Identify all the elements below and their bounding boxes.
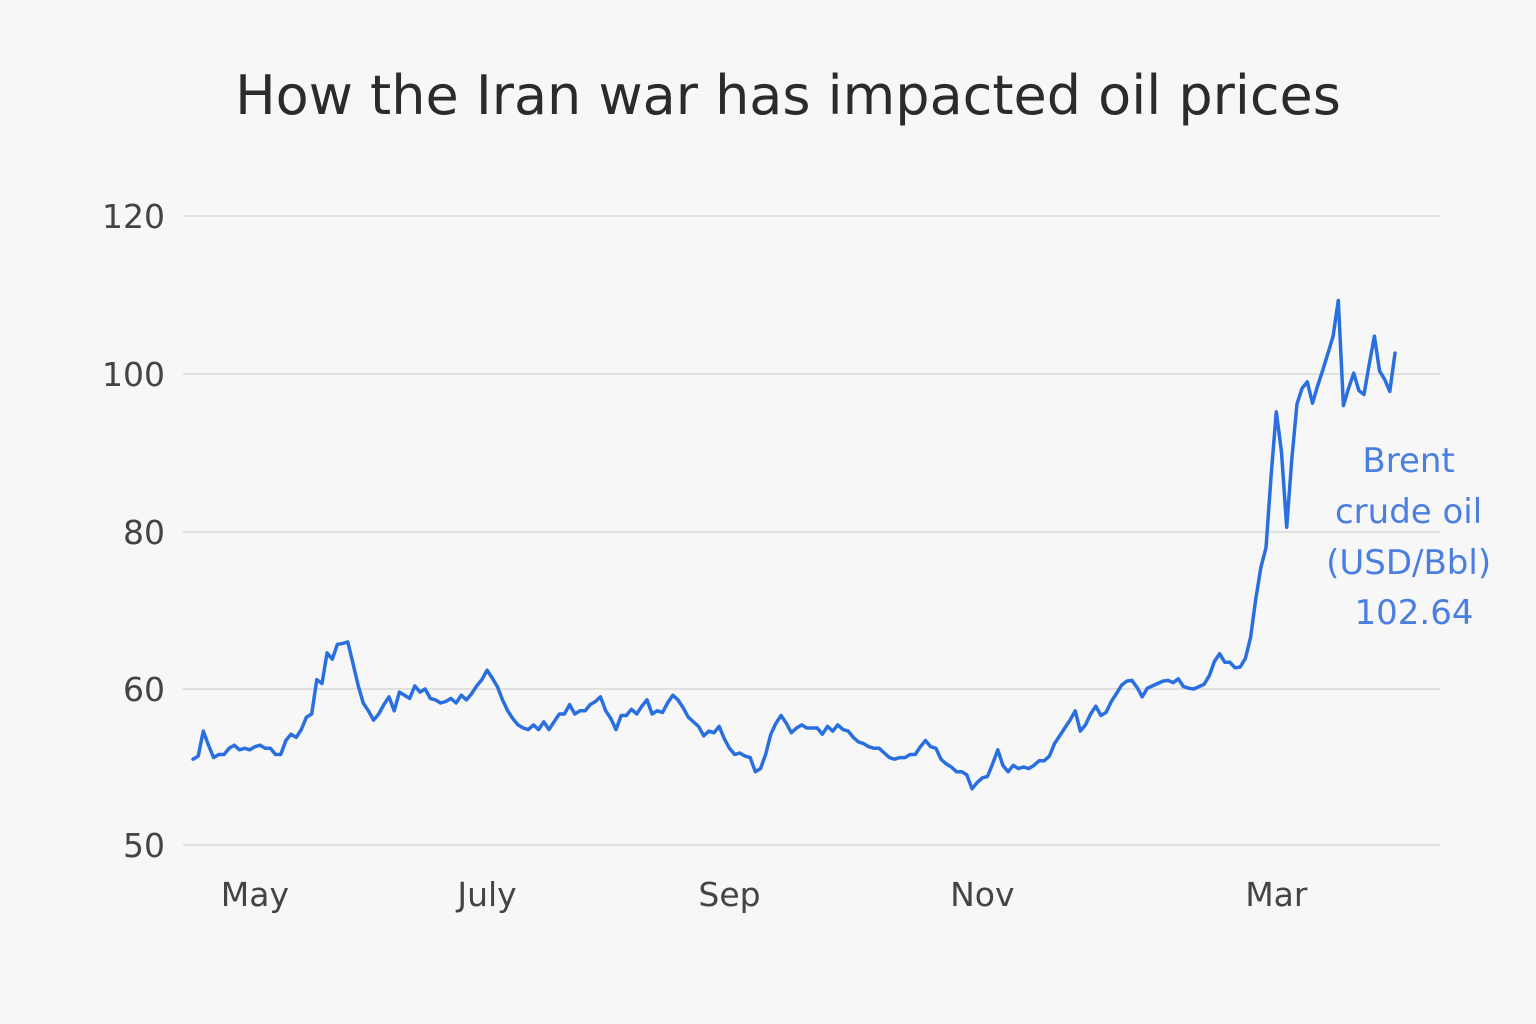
- y-tick-label: 120: [102, 197, 165, 236]
- series-group: [191, 298, 1397, 791]
- gridlines: [183, 215, 1440, 846]
- annotation-line-3: (USD/Bbl): [1326, 543, 1491, 583]
- series-line-brent: [191, 298, 1397, 791]
- annotation-line-1: Brent: [1362, 441, 1454, 481]
- y-tick-label: 100: [102, 355, 165, 394]
- y-tick-label: 50: [123, 826, 165, 865]
- annotation-line-2: crude oil: [1335, 492, 1482, 532]
- chart-title: How the Iran war has impacted oil prices: [235, 64, 1341, 127]
- x-tick-label: Nov: [950, 875, 1014, 914]
- x-axis-ticks: May July Sep Nov Mar: [221, 875, 1308, 914]
- series-annotation: Brent crude oil (USD/Bbl) 102.64: [1326, 441, 1502, 633]
- y-tick-label: 60: [123, 670, 165, 709]
- x-tick-label: Mar: [1245, 875, 1308, 914]
- x-tick-label: May: [221, 875, 289, 914]
- annotation-value: 102.64: [1355, 593, 1474, 633]
- x-tick-label: July: [455, 875, 516, 914]
- y-axis-ticks: 50 60 80 100 120: [102, 197, 165, 865]
- y-tick-label: 80: [123, 513, 165, 552]
- x-tick-label: Sep: [698, 875, 760, 914]
